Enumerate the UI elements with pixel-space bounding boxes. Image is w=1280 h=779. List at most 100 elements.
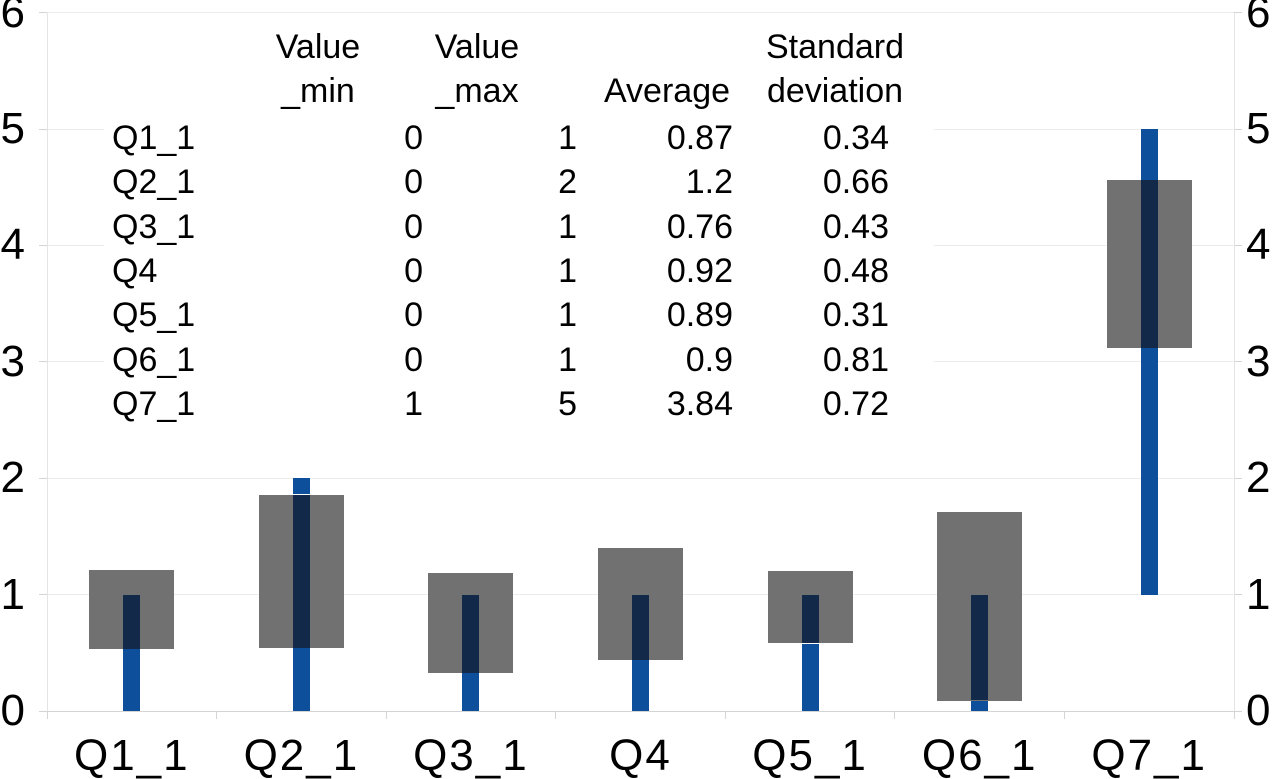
table-row-label: Q7_1 — [112, 384, 196, 423]
range-bar-segment-low — [971, 700, 989, 711]
y-axis-tick-right — [1234, 594, 1242, 596]
table-header-cell: deviation — [766, 72, 904, 110]
table-cell-min: 0 — [404, 296, 423, 335]
x-axis-tick — [1063, 711, 1065, 719]
range-bar-segment-high — [1140, 129, 1158, 181]
h-gridline — [47, 710, 1234, 712]
x-axis-tick — [555, 711, 557, 719]
embedded-table: Value _min Value _max Average Standard deviati… — [104, 22, 934, 432]
table-row: Q7_1 1 5 3.84 0.72 — [104, 383, 934, 425]
table-cell-min: 0 — [404, 119, 423, 157]
x-axis-label: Q5_1 — [752, 731, 868, 779]
table-row-label: Q1_1 — [112, 119, 196, 157]
range-bar-segment-overlap — [1140, 180, 1158, 348]
x-axis-tick — [216, 711, 218, 719]
x-axis-label: Q3_1 — [413, 731, 529, 779]
table-cell-min: 1 — [404, 384, 423, 423]
table-cell-max: 2 — [558, 163, 577, 202]
x-axis-label: Q4 — [609, 731, 672, 779]
y-axis-label-left: 3 — [0, 336, 26, 386]
x-axis-tick — [1233, 711, 1235, 719]
table-cell-min: 0 — [404, 340, 423, 379]
table-header-cell: _max — [435, 72, 519, 110]
y-axis-label-left: 5 — [0, 104, 26, 153]
y-axis-label-left: 2 — [0, 453, 26, 503]
range-bar-segment-high — [292, 478, 310, 495]
x-axis-label: Q2_1 — [243, 731, 360, 779]
table-cell-sd: 0.81 — [822, 340, 889, 379]
range-bar-segment-overlap — [632, 594, 649, 660]
y-axis-tick-left — [39, 12, 47, 14]
table-cell-max: 1 — [558, 296, 577, 335]
table-row: Q3_1 0 1 0.76 0.43 — [104, 206, 934, 248]
range-bar-segment-overlap — [971, 594, 989, 701]
table-row: Q1_1 0 1 0.87 0.34 — [104, 117, 934, 159]
table-cell-max: 1 — [558, 340, 577, 379]
y-axis-tick-right — [1234, 128, 1242, 130]
y-axis-label-right: 3 — [1246, 336, 1272, 386]
y-axis-label-right: 0 — [1246, 686, 1272, 735]
table-row-label: Q3_1 — [112, 207, 196, 246]
table-cell-sd: 0.66 — [822, 163, 889, 202]
table-row: Q6_1 0 1 0.9 0.81 — [104, 339, 934, 381]
h-gridline — [47, 12, 1234, 14]
range-bar-segment-low — [801, 643, 819, 711]
range-bar-segment-low — [462, 672, 480, 711]
y-axis-tick-left — [39, 361, 47, 363]
y-axis-tick-right — [1234, 244, 1242, 246]
table-cell-min: 0 — [404, 251, 423, 290]
table-cell-avg: 1.2 — [685, 163, 733, 202]
plot-border-right — [1233, 12, 1235, 711]
range-bar-segment-low — [292, 648, 310, 711]
y-axis-label-right: 1 — [1246, 569, 1272, 619]
y-axis-tick-left — [39, 710, 47, 712]
table-row: Q5_1 0 1 0.89 0.31 — [104, 294, 934, 336]
table-row-label: Q6_1 — [112, 340, 196, 379]
range-bar-segment-overlap — [123, 594, 141, 650]
x-axis-label: Q6_1 — [921, 731, 1038, 779]
table-row-label: Q2_1 — [112, 163, 196, 202]
table-cell-avg: 0.92 — [666, 251, 733, 290]
y-axis-label-left: 4 — [0, 220, 26, 270]
plot-border-left — [46, 12, 48, 711]
table-row: Q2_1 0 2 1.2 0.66 — [104, 161, 934, 203]
x-axis-label: Q1_1 — [73, 731, 190, 779]
y-axis-tick-left — [39, 594, 47, 596]
y-axis-tick-right — [1234, 12, 1242, 14]
y-axis-tick-right — [1234, 361, 1242, 363]
y-axis-tick-right — [1234, 477, 1242, 479]
table-header-cell: Value — [275, 28, 361, 66]
y-axis-label-left: 1 — [0, 569, 26, 619]
table-row-label: Q5_1 — [112, 296, 196, 335]
table-cell-sd: 0.43 — [822, 207, 889, 246]
table-cell-sd: 0.31 — [822, 296, 889, 335]
table-cell-min: 0 — [404, 207, 423, 246]
h-gridline — [47, 477, 1234, 479]
table-cell-max: 5 — [558, 384, 577, 423]
y-axis-label-right: 5 — [1246, 104, 1272, 153]
table-cell-sd: 0.72 — [822, 384, 889, 423]
y-axis-label-right: 2 — [1246, 453, 1272, 503]
table-cell-avg: 0.76 — [666, 207, 733, 246]
table-cell-avg: 0.87 — [666, 119, 733, 157]
table-header-cell: _min — [281, 72, 355, 110]
table-header-cell: Average — [603, 72, 731, 110]
table-cell-avg: 0.9 — [685, 340, 733, 379]
y-axis-tick-left — [39, 477, 47, 479]
y-axis-tick-left — [39, 128, 47, 130]
x-axis-label: Q7_1 — [1091, 731, 1207, 779]
table-row-label: Q4 — [112, 251, 158, 290]
table-cell-max: 1 — [558, 207, 577, 246]
table-row: Q4 0 1 0.92 0.48 — [104, 250, 934, 292]
table-cell-avg: 0.89 — [666, 296, 733, 335]
table-cell-sd: 0.48 — [822, 251, 889, 290]
table-cell-max: 1 — [558, 251, 577, 290]
y-axis-label-left: 0 — [0, 686, 26, 735]
y-axis-label-left: 6 — [0, 0, 26, 37]
y-axis-label-right: 6 — [1246, 0, 1272, 37]
y-axis-tick-left — [39, 244, 47, 246]
range-bar-segment-low — [632, 659, 649, 711]
range-bar-segment-low — [123, 649, 141, 711]
